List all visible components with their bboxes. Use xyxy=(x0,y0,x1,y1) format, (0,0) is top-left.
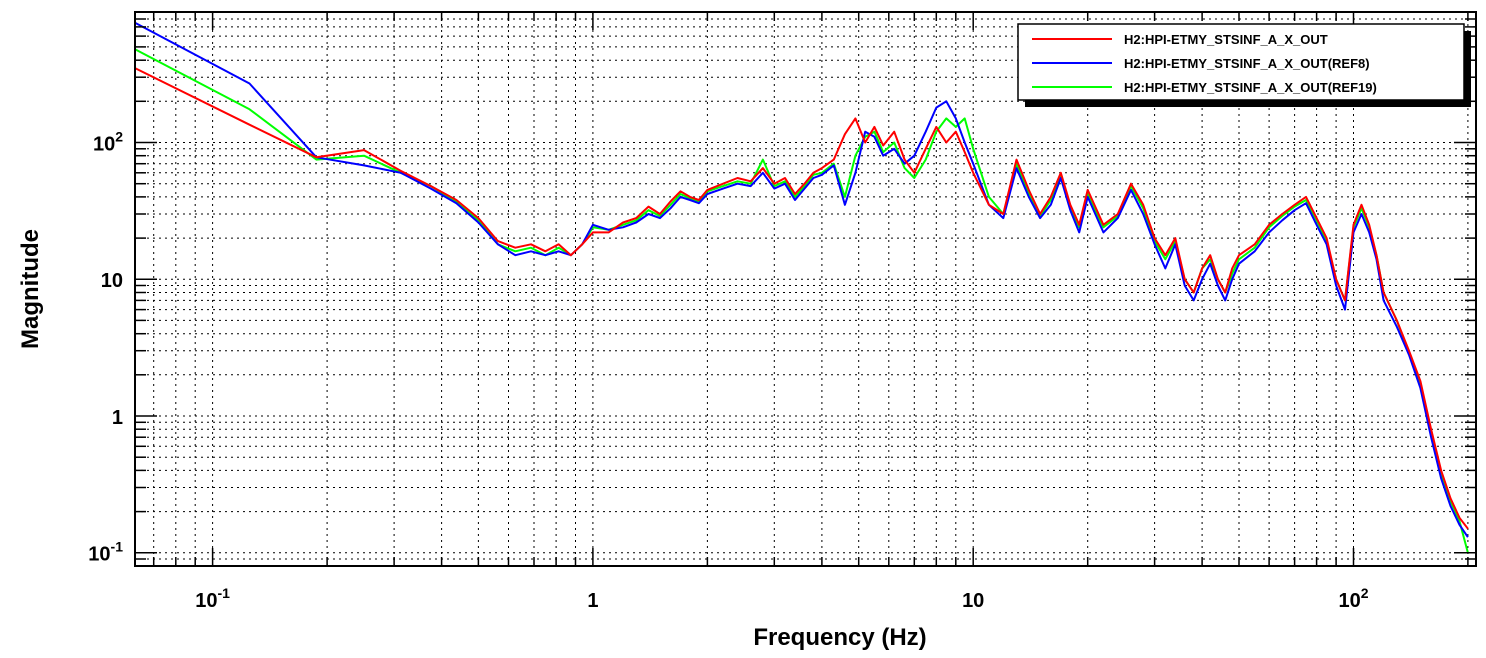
legend-label: H2:HPI-ETMY_STSINF_A_X_OUT xyxy=(1124,32,1328,47)
x-tick-label-mantissa: 10 xyxy=(962,590,984,612)
y-tick-label-mantissa: 10 xyxy=(93,134,115,156)
x-tick-label-mantissa: 10 xyxy=(1338,590,1360,612)
y-tick-label-mantissa: 10 xyxy=(101,270,123,292)
y-tick-label-mantissa: 1 xyxy=(112,407,123,429)
x-tick-label: 102 xyxy=(1338,585,1368,612)
y-tick-label-mantissa: 10 xyxy=(88,544,110,566)
x-tick-label: 10 xyxy=(962,590,984,612)
series-line xyxy=(134,67,1469,530)
x-tick-label-exponent: -1 xyxy=(217,585,230,601)
y-tick-label: 10 xyxy=(101,270,123,292)
y-tick-label-exponent: 2 xyxy=(115,129,123,145)
ticks xyxy=(135,11,1476,567)
legend: H2:HPI-ETMY_STSINF_A_X_OUT H2:HPI-ETMY_ST… xyxy=(1017,23,1471,107)
x-tick-label-mantissa: 10 xyxy=(195,590,217,612)
series-layer xyxy=(134,21,1469,553)
y-axis-title: Magnitude xyxy=(17,229,44,349)
plot-frame xyxy=(134,11,1477,567)
y-tick-label-exponent: -1 xyxy=(111,539,124,555)
x-tick-label-exponent: 2 xyxy=(1361,585,1369,601)
legend-label: H2:HPI-ETMY_STSINF_A_X_OUT(REF19) xyxy=(1124,80,1377,95)
y-tick-label: 102 xyxy=(93,129,123,156)
y-tick-label: 1 xyxy=(112,407,123,429)
legend-label: H2:HPI-ETMY_STSINF_A_X_OUT(REF8) xyxy=(1124,56,1370,71)
x-axis-title: Frequency (Hz) xyxy=(753,624,926,651)
y-tick-label: 10-1 xyxy=(88,539,123,566)
series-line xyxy=(134,21,1469,538)
x-tick-label: 1 xyxy=(587,590,598,612)
x-tick-label-mantissa: 1 xyxy=(587,590,598,612)
x-tick-label: 10-1 xyxy=(195,585,230,612)
